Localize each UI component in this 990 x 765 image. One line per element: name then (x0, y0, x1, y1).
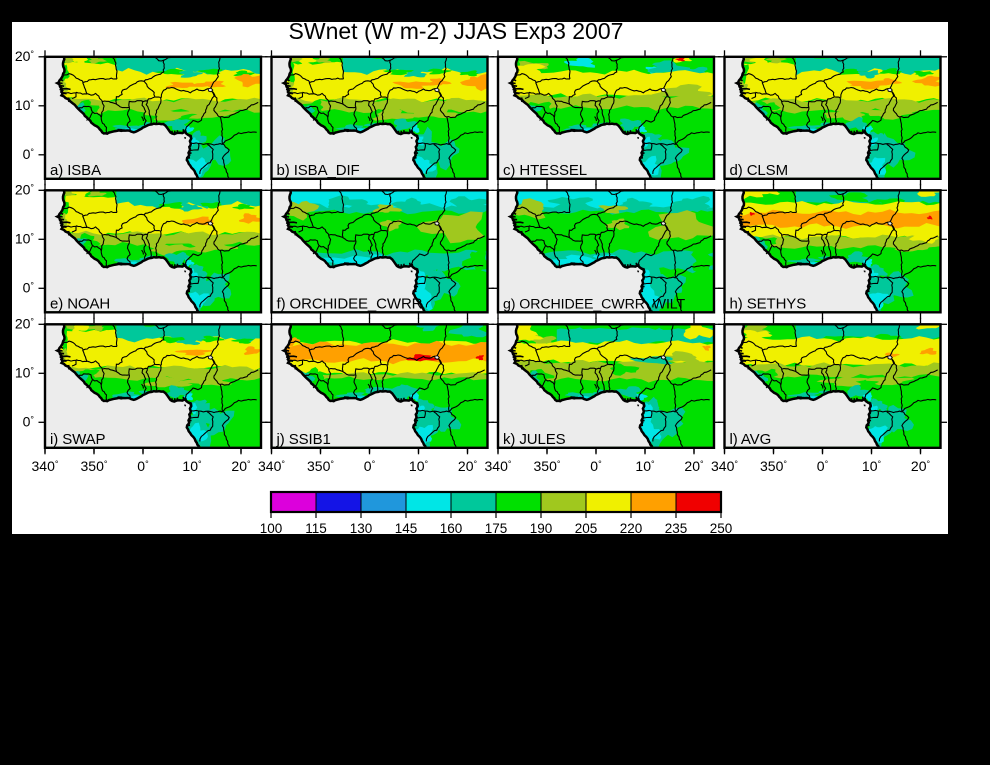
svg-text:350°: 350° (534, 458, 561, 474)
svg-text:205: 205 (575, 521, 598, 536)
svg-text:175: 175 (485, 521, 508, 536)
svg-text:235: 235 (665, 521, 688, 536)
svg-text:350°: 350° (760, 458, 787, 474)
svg-text:350°: 350° (81, 458, 108, 474)
svg-text:a) ISBA: a) ISBA (50, 162, 101, 179)
svg-text:250: 250 (710, 521, 733, 536)
svg-text:10°: 10° (862, 458, 882, 474)
svg-text:d) CLSM: d) CLSM (730, 162, 788, 179)
svg-text:j) SSIB1: j) SSIB1 (276, 431, 331, 448)
svg-text:20°: 20° (15, 315, 35, 331)
svg-text:340°: 340° (32, 458, 59, 474)
svg-text:SWnet (W m-2) JJAS Exp3 2007: SWnet (W m-2) JJAS Exp3 2007 (289, 18, 624, 44)
svg-text:20°: 20° (458, 458, 478, 474)
svg-text:10°: 10° (15, 97, 35, 113)
svg-text:0°: 0° (590, 458, 602, 474)
svg-text:100: 100 (260, 521, 283, 536)
svg-text:20°: 20° (911, 458, 931, 474)
svg-text:l) AVG: l) AVG (730, 431, 772, 448)
svg-text:g) ORCHIDEE_CWRR_WILT: g) ORCHIDEE_CWRR_WILT (503, 296, 686, 312)
svg-text:10°: 10° (182, 458, 202, 474)
svg-text:145: 145 (395, 521, 418, 536)
svg-text:h) SETHYS: h) SETHYS (730, 295, 807, 312)
svg-text:190: 190 (530, 521, 553, 536)
svg-text:160: 160 (440, 521, 463, 536)
svg-text:c) HTESSEL: c) HTESSEL (503, 162, 587, 179)
svg-text:b) ISBA_DIF: b) ISBA_DIF (277, 162, 360, 179)
svg-text:e) NOAH: e) NOAH (50, 295, 110, 312)
svg-text:0°: 0° (23, 413, 35, 429)
svg-text:0°: 0° (23, 146, 35, 162)
svg-text:340°: 340° (711, 458, 738, 474)
svg-text:f) ORCHIDEE_CWRR: f) ORCHIDEE_CWRR (277, 295, 423, 312)
svg-text:130: 130 (350, 521, 373, 536)
svg-text:10°: 10° (635, 458, 655, 474)
svg-text:k) JULES: k) JULES (503, 431, 566, 448)
svg-text:350°: 350° (307, 458, 334, 474)
svg-text:20°: 20° (231, 458, 251, 474)
svg-text:20°: 20° (15, 48, 35, 64)
svg-text:0°: 0° (817, 458, 829, 474)
svg-text:10°: 10° (15, 230, 35, 246)
svg-text:340°: 340° (485, 458, 512, 474)
svg-text:340°: 340° (258, 458, 285, 474)
svg-text:0°: 0° (23, 279, 35, 295)
svg-text:i) SWAP: i) SWAP (50, 431, 106, 448)
svg-text:220: 220 (620, 521, 643, 536)
svg-text:10°: 10° (15, 364, 35, 380)
svg-text:10°: 10° (409, 458, 429, 474)
svg-text:0°: 0° (364, 458, 376, 474)
svg-text:0°: 0° (137, 458, 149, 474)
svg-text:20°: 20° (15, 181, 35, 197)
svg-text:115: 115 (305, 521, 327, 536)
svg-text:20°: 20° (684, 458, 704, 474)
